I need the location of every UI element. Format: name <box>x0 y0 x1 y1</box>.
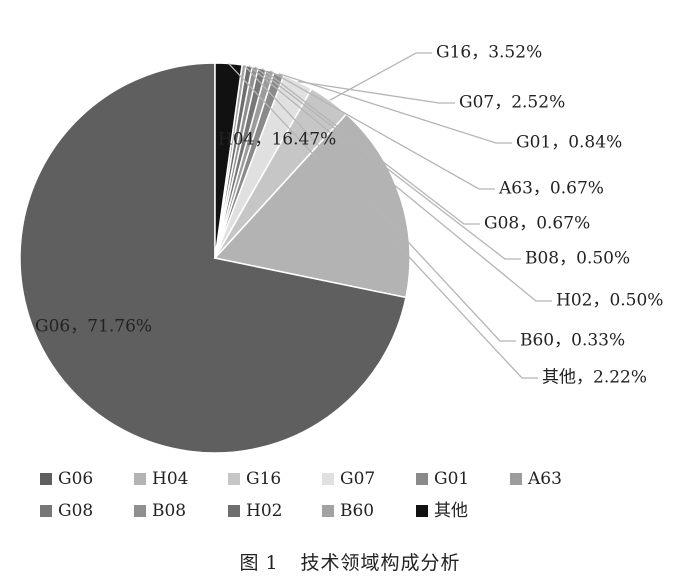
legend-label-h04: H04 <box>152 469 189 489</box>
leader-line-g08 <box>261 68 480 225</box>
data-label-g01: G01，0.84% <box>516 133 622 153</box>
legend-label-b60: B60 <box>340 501 375 521</box>
legend-item-g01: G01 <box>416 468 510 490</box>
legend-swatch-g01 <box>416 473 428 485</box>
legend-item-g07: G07 <box>322 468 416 490</box>
legend-item-a63: A63 <box>510 468 604 490</box>
legend-label-a63: A63 <box>528 469 562 489</box>
leader-line-other <box>228 63 538 379</box>
legend-swatch-g06 <box>40 473 52 485</box>
pie-plot-area: G06，71.76% H04，16.47% G16，3.52% G07，2.52% G0… <box>19 43 663 454</box>
legend-item-b60: B60 <box>322 500 416 522</box>
pie-slice-g06 <box>19 62 407 454</box>
chart-legend: G06 H04 G16 G07 G01 A63 G08 B08 H02 B60 其他 <box>40 468 690 522</box>
pie-slice-h04 <box>213 112 411 299</box>
legend-item-g08: G08 <box>40 500 134 522</box>
legend-label-g01: G01 <box>434 469 470 489</box>
legend-item-g16: G16 <box>228 468 322 490</box>
data-label-h02: H02，0.50% <box>556 291 663 311</box>
legend-label-g08: G08 <box>58 501 94 521</box>
legend-item-g06: G06 <box>40 468 134 490</box>
data-label-g16: G16，3.52% <box>436 43 542 63</box>
data-label-g08: G08，0.67% <box>484 214 590 234</box>
leader-line-a63 <box>269 70 495 190</box>
data-label-other: 其他，2.22% <box>542 368 647 388</box>
legend-label-g16: G16 <box>246 469 282 489</box>
legend-swatch-a63 <box>510 473 522 485</box>
legend-label-h02: H02 <box>246 501 283 521</box>
legend-swatch-h04 <box>134 473 146 485</box>
data-label-g07: G07，2.52% <box>459 93 565 113</box>
caption-text: 技术领域构成分析 <box>300 552 461 574</box>
leader-line-g07 <box>297 80 455 104</box>
legend-item-h02: H02 <box>228 500 322 522</box>
legend-swatch-g16 <box>228 473 240 485</box>
leader-line-h02 <box>248 65 552 302</box>
data-label-g06: G06，71.76% <box>35 317 152 337</box>
data-label-h04: H04，16.47% <box>218 130 336 150</box>
caption-label: 图 <box>239 552 260 574</box>
leader-line-g01 <box>278 73 512 144</box>
legend-label-b08: B08 <box>152 501 187 521</box>
data-label-a63: A63，0.67% <box>498 179 604 199</box>
legend-swatch-h02 <box>228 505 240 517</box>
legend-swatch-b60 <box>322 505 334 517</box>
legend-swatch-g08 <box>40 505 52 517</box>
legend-item-h04: H04 <box>134 468 228 490</box>
leader-line-b08 <box>254 66 521 260</box>
legend-label-g07: G07 <box>340 469 376 489</box>
caption-number: 1 <box>265 552 279 574</box>
legend-item-b08: B08 <box>134 500 228 522</box>
legend-label-other: 其他 <box>434 501 468 521</box>
legend-item-other: 其他 <box>416 500 510 522</box>
leader-lines <box>228 52 552 379</box>
legend-label-g06: G06 <box>58 469 94 489</box>
legend-swatch-b08 <box>134 505 146 517</box>
data-label-b60: B60，0.33% <box>520 331 625 351</box>
legend-swatch-g07 <box>322 473 334 485</box>
data-labels: G06，71.76% H04，16.47% G16，3.52% G07，2.52% G0… <box>35 43 663 388</box>
leader-line-g16 <box>329 52 432 101</box>
figure-caption: 图 1 技术领域构成分析 <box>0 548 700 575</box>
pie-slices <box>19 62 411 454</box>
data-label-b08: B08，0.50% <box>525 249 630 269</box>
leader-line-b60 <box>243 64 516 342</box>
legend-swatch-other <box>416 505 428 517</box>
